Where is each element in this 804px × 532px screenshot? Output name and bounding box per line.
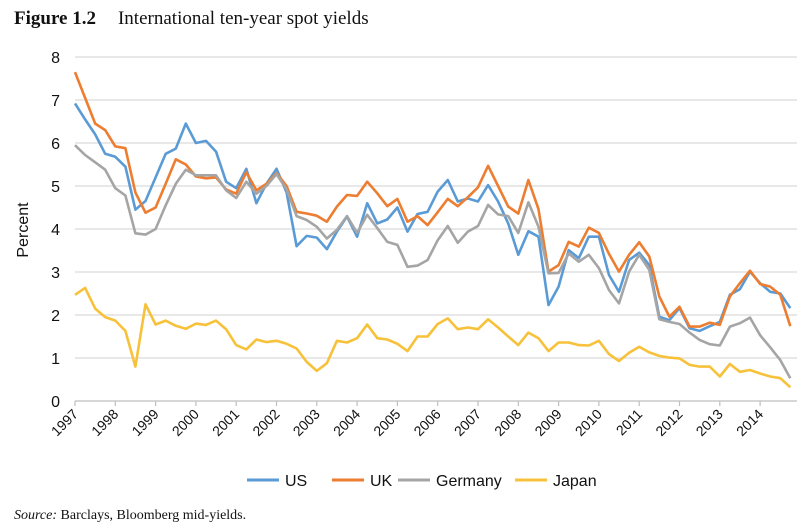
legend: US UK Germany Japan	[247, 473, 597, 490]
x-tick-label: 2010	[572, 406, 605, 439]
x-tick-label: 2001	[209, 406, 242, 439]
x-tick-label: 2003	[290, 406, 323, 439]
series-line-us	[73, 102, 792, 333]
x-axis-ticks: 1997 1998 1999 2000 2001 2002 2003 2004 2005 2006…	[48, 401, 766, 439]
y-tick-label: 7	[51, 93, 60, 110]
x-tick-label: 2006	[410, 406, 443, 439]
y-axis-ticks: 0 1 2 3 4 5 6 7 8	[51, 50, 60, 411]
y-tick-label: 2	[51, 308, 60, 325]
source-note: Source: Barclays, Bloomberg mid-yields.	[14, 508, 246, 524]
figure-title: Figure 1.2 International ten-year spot yi…	[14, 8, 369, 30]
legend-label: UK	[370, 473, 393, 490]
y-tick-label: 1	[51, 351, 60, 368]
x-tick-label: 2004	[330, 406, 363, 439]
x-tick-label: 2005	[370, 406, 403, 439]
y-axis-label: Percent	[15, 202, 32, 258]
x-tick-label: 2009	[531, 406, 564, 439]
legend-label: Germany	[436, 473, 502, 490]
legend-item-us: US	[247, 473, 307, 490]
legend-label: US	[285, 473, 307, 490]
figure-number: Figure 1.2	[14, 8, 96, 29]
x-tick-label: 2013	[693, 406, 726, 439]
legend-item-japan: Japan	[515, 473, 597, 490]
x-tick-label: 1999	[128, 406, 161, 439]
series-line-japan	[74, 286, 792, 389]
y-tick-label: 3	[51, 265, 60, 282]
source-text: Barclays, Bloomberg mid-yields.	[60, 508, 247, 523]
x-tick-label: 2008	[491, 406, 524, 439]
x-tick-label: 2000	[169, 406, 202, 439]
x-tick-label: 2011	[613, 406, 646, 439]
series-lines	[73, 71, 792, 389]
x-tick-label: 2002	[249, 406, 282, 439]
x-tick-label: 1998	[88, 406, 121, 439]
y-tick-label: 5	[51, 179, 60, 196]
y-tick-label: 0	[51, 394, 60, 411]
gridlines	[75, 56, 797, 402]
y-tick-label: 8	[51, 50, 60, 67]
source-label: Source:	[14, 508, 58, 523]
figure-title-text: International ten-year spot yields	[117, 8, 369, 29]
series-line-germany	[74, 144, 792, 379]
y-tick-label: 6	[51, 136, 60, 153]
legend-item-uk: UK	[332, 473, 393, 490]
legend-label: Japan	[553, 473, 597, 490]
x-tick-label: 2012	[652, 406, 685, 439]
legend-item-germany: Germany	[398, 473, 502, 490]
x-tick-label: 2007	[451, 406, 484, 439]
y-tick-label: 4	[51, 222, 60, 239]
x-tick-label: 2014	[733, 406, 766, 439]
